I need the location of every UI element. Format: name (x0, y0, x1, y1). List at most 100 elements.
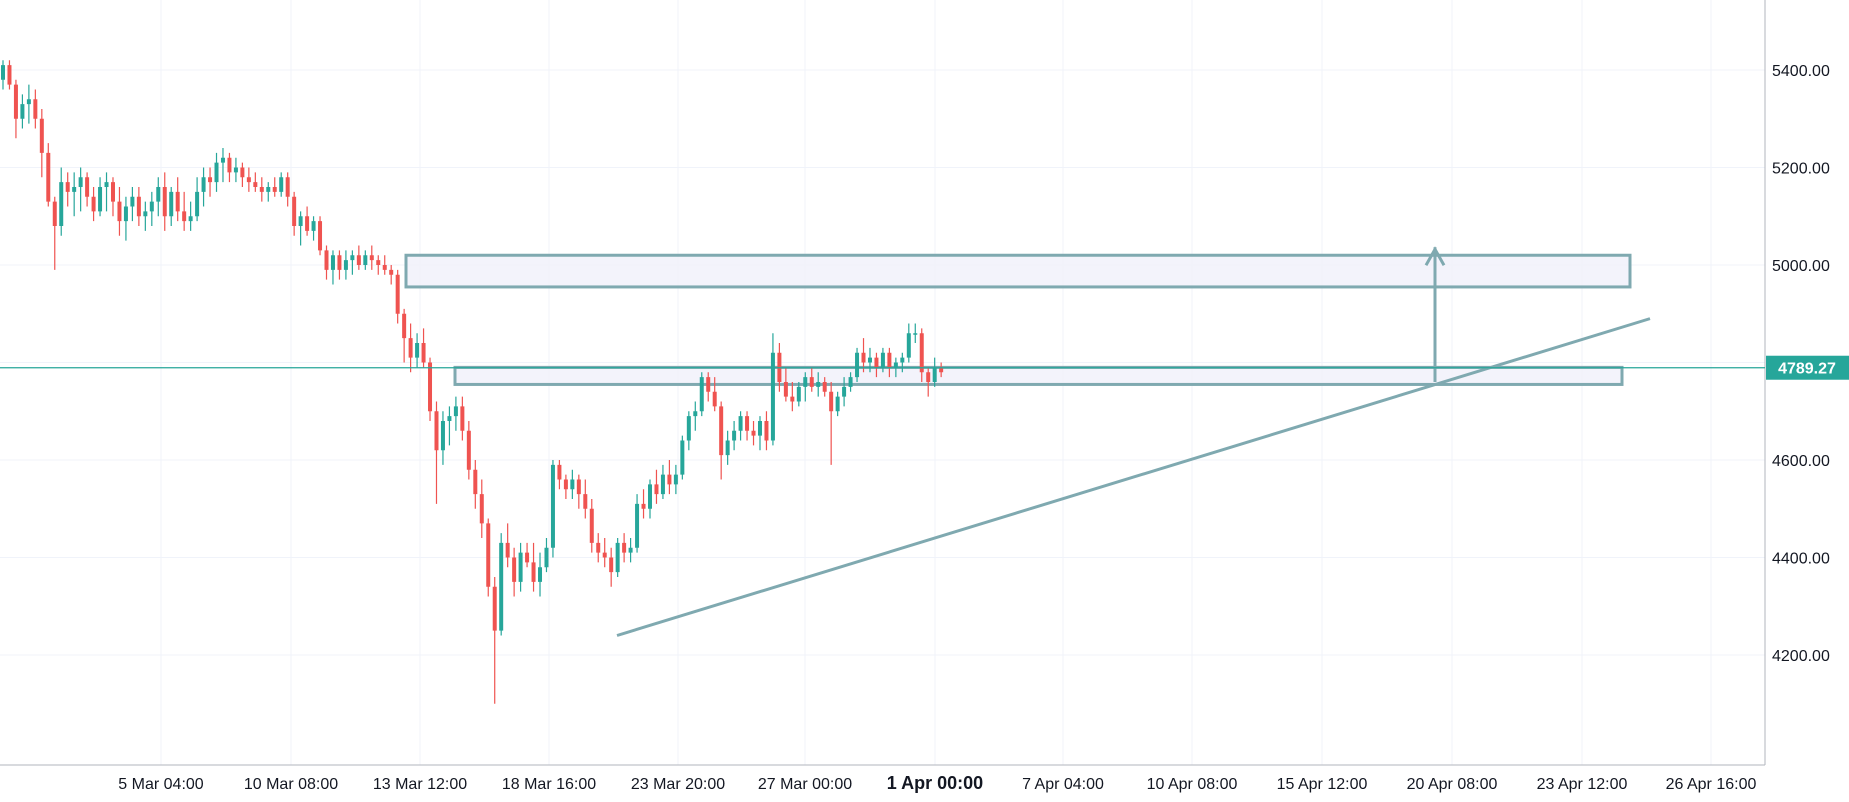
candle-body (906, 333, 911, 358)
candle-body (596, 542, 601, 553)
candle-body (706, 377, 711, 392)
candle-body (460, 406, 465, 431)
candle-body (65, 182, 70, 192)
candle-body (576, 479, 581, 495)
price-tick-label: 5000.00 (1772, 258, 1830, 275)
candle-body (298, 216, 303, 226)
candle-body (686, 416, 691, 441)
candle-body (635, 503, 640, 548)
candle-body (842, 386, 847, 397)
candle-body (382, 265, 387, 270)
candle-body (98, 187, 103, 212)
price-tick-label: 5200.00 (1772, 161, 1830, 178)
candle-body (408, 338, 413, 358)
candle-body (330, 255, 335, 270)
time-tick-label: 26 Apr 16:00 (1666, 776, 1757, 793)
candle-body (738, 416, 743, 431)
candle-body (195, 191, 200, 217)
candle-body (699, 377, 704, 412)
time-tick-label: 20 Apr 08:00 (1407, 776, 1498, 793)
candle-body (783, 382, 788, 397)
candle-body (712, 391, 717, 407)
candle-body (615, 542, 620, 573)
candle-body (887, 352, 892, 368)
candle-body (583, 494, 588, 509)
candle-body (544, 547, 549, 568)
time-tick-label: 15 Apr 12:00 (1277, 776, 1368, 793)
time-scale[interactable]: 5 Mar 04:00 10 Mar 08:00 13 Mar 12:00 18 Ma… (118, 773, 1756, 793)
time-tick-label: 18 Mar 16:00 (502, 776, 596, 793)
drawing-layer[interactable] (616, 246, 1651, 637)
time-tick-label: 5 Mar 04:00 (118, 776, 203, 793)
candle-body (343, 260, 348, 270)
candle-body (829, 391, 834, 412)
candle-body (324, 250, 329, 270)
time-tick-label: 23 Apr 12:00 (1537, 776, 1628, 793)
candle-body (654, 484, 659, 495)
price-tick-label: 4200.00 (1772, 648, 1830, 665)
candle-body (201, 177, 206, 192)
candle-body (253, 182, 258, 187)
candle-body (926, 372, 931, 382)
candle-body (123, 206, 128, 222)
current-price-tag (1766, 355, 1849, 380)
candle-body (214, 162, 219, 183)
candle-body (188, 216, 193, 222)
candle-body (46, 152, 51, 202)
candle-body (104, 182, 109, 187)
candle-body (531, 562, 536, 582)
price-tick-label: 5400.00 (1772, 63, 1830, 80)
candle-body (680, 440, 685, 475)
candle-body (693, 411, 698, 417)
candle-body (182, 211, 187, 222)
price-tick-label: 4400.00 (1772, 551, 1830, 568)
candle-body (848, 377, 853, 387)
price-tick-label: 4600.00 (1772, 453, 1830, 470)
candle-body (272, 187, 277, 192)
candle-body (421, 343, 426, 363)
candle-body (20, 104, 25, 119)
candle-body (874, 357, 879, 368)
candle-body (337, 255, 342, 270)
candle-body (563, 479, 568, 490)
candle-layer (1, 60, 944, 704)
candle-body (835, 396, 840, 412)
candle-body (26, 99, 31, 105)
candle-body (757, 421, 762, 436)
zone-layer[interactable] (404, 253, 1632, 386)
candle-body (473, 469, 478, 495)
candle-body (557, 464, 562, 480)
zone-rectangle[interactable] (404, 253, 1632, 289)
candle-body (169, 191, 174, 217)
candle-body (609, 557, 614, 573)
candle-body (745, 416, 750, 431)
candle-body (220, 157, 225, 163)
candle-body (227, 157, 232, 173)
candle-body (479, 494, 484, 524)
candle-body (602, 552, 607, 558)
candle-body (162, 187, 167, 217)
candle-body (311, 221, 316, 231)
candle-body (725, 440, 730, 456)
candle-body (279, 177, 284, 192)
time-tick-label: 23 Mar 20:00 (631, 776, 725, 793)
candle-body (512, 557, 517, 582)
target-arrow-head[interactable] (1424, 246, 1446, 266)
candle-body (660, 474, 665, 495)
price-scale[interactable]: 5400.00 5200.00 5000.00 4600.00 4400.00 4200.… (1772, 63, 1830, 665)
candle-body (136, 196, 141, 217)
candle-body (117, 201, 122, 222)
candle-body (719, 406, 724, 456)
candle-body (72, 187, 77, 192)
candle-body (356, 255, 361, 265)
candle-body (318, 221, 323, 251)
candle-body (292, 196, 297, 226)
trend-line[interactable] (616, 317, 1651, 637)
candle-body (149, 201, 154, 212)
candle-body (143, 211, 148, 217)
candle-body (550, 464, 555, 548)
candle-body (628, 547, 633, 553)
candle-body (428, 362, 433, 412)
